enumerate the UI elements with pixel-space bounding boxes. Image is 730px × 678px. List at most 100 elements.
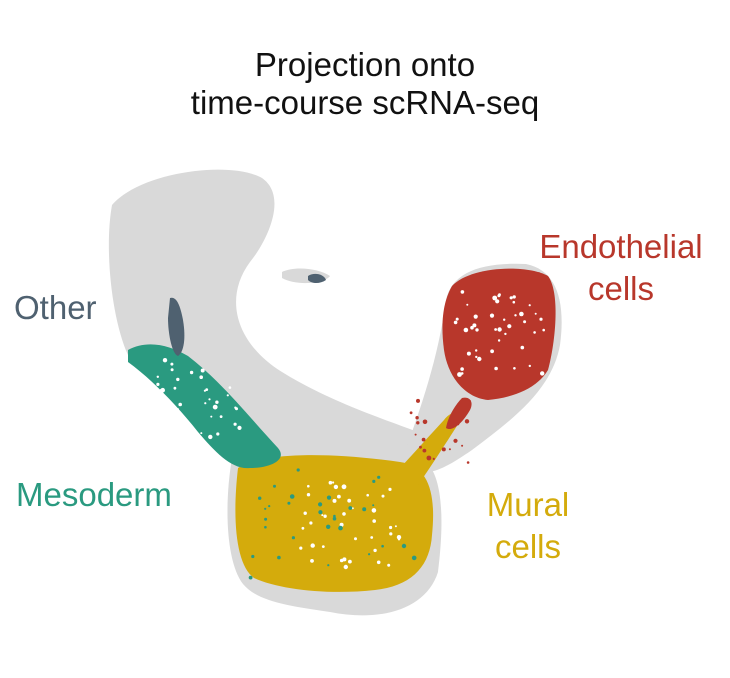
label-other: Other (14, 289, 97, 326)
mural-gap-speckle (394, 525, 397, 528)
mesoderm-gap-speckle (205, 388, 209, 391)
other-cells-streak (168, 297, 185, 356)
endothelial-gap-speckle (534, 312, 537, 315)
endothelial-mixed-speckle (426, 455, 432, 461)
mural-gap-speckle (397, 538, 401, 541)
mesoderm-gap-speckle (228, 386, 232, 389)
mural-gap-speckle (348, 559, 352, 564)
background-left-arm (108, 169, 423, 470)
mural-gap-speckle (373, 548, 377, 553)
endothelial-mixed-speckle (464, 419, 470, 424)
mural-gap-speckle (347, 498, 352, 503)
mural-gap-speckle (389, 532, 393, 536)
mural-gap-speckle (307, 484, 310, 488)
mesoderm-mixed-speckle (368, 553, 371, 556)
endothelial-mixed-speckle (453, 438, 458, 443)
endothelial-gap-speckle (514, 314, 517, 317)
endothelial-gap-speckle (460, 372, 464, 375)
mesoderm-gap-speckle (178, 402, 182, 407)
mesoderm-gap-speckle (216, 432, 220, 436)
endothelial-mixed-speckle (419, 445, 422, 449)
endothelial-mixed-speckle (409, 411, 413, 415)
endothelial-gap-speckle (519, 311, 524, 317)
mural-gap-speckle (371, 508, 377, 513)
mesoderm-gap-speckle (237, 425, 242, 430)
endothelial-gap-speckle (494, 366, 498, 371)
mural-gap-speckle (370, 536, 374, 539)
mural-gap-speckle (366, 493, 370, 497)
endothelial-mixed-speckle (421, 437, 426, 442)
endothelial-mixed-speckle (441, 447, 446, 452)
mesoderm-mixed-speckle (277, 555, 281, 560)
endothelial-gap-speckle (475, 328, 479, 332)
mesoderm-mixed-speckle (264, 525, 267, 529)
label-mural-line-2: cells (494, 528, 562, 565)
mural-gap-speckle (301, 526, 305, 530)
mural-gap-speckle (321, 545, 325, 548)
mesoderm-gap-speckle (170, 362, 174, 366)
mesoderm-gap-speckle (162, 431, 167, 436)
endothelial-gap-speckle (540, 371, 545, 376)
mesoderm-mixed-speckle (318, 502, 323, 507)
endothelial-gap-speckle (466, 351, 471, 356)
mural-gap-speckle (310, 543, 315, 548)
label-mesoderm: Mesoderm (16, 476, 172, 513)
endothelial-gap-speckle (533, 331, 536, 334)
endothelial-gap-speckle (495, 299, 500, 304)
mesoderm-gap-speckle (176, 377, 180, 382)
mesoderm-gap-speckle (204, 402, 207, 405)
endothelial-gap-speckle (463, 327, 469, 333)
mural-gap-speckle (351, 507, 354, 510)
mesoderm-mixed-speckle (327, 564, 330, 567)
mural-gap-speckle (310, 559, 314, 563)
mesoderm-gap-speckle (162, 358, 168, 363)
mesoderm-mixed-speckle (362, 507, 367, 512)
mesoderm-gap-speckle (173, 386, 177, 390)
mesoderm-mixed-speckle (377, 475, 381, 479)
mesoderm-mixed-speckle (251, 554, 255, 559)
mesoderm-gap-speckle (160, 387, 165, 393)
mesoderm-gap-speckle (148, 397, 152, 401)
mesoderm-gap-speckle (233, 422, 237, 426)
mesoderm-gap-speckle (215, 400, 219, 404)
endothelial-gap-speckle (470, 325, 474, 330)
endothelial-mixed-speckle (465, 398, 469, 402)
chart-title-line-1: Projection onto (254, 46, 476, 83)
endothelial-gap-speckle (475, 355, 478, 359)
mesoderm-gap-speckle (200, 368, 205, 373)
mural-gap-speckle (332, 481, 335, 484)
mural-gap-speckle (339, 558, 344, 563)
endothelial-gap-speckle (528, 364, 531, 368)
endothelial-gap-speckle (477, 356, 482, 362)
endothelial-mixed-speckle (422, 419, 428, 425)
mesoderm-gap-speckle (176, 408, 179, 411)
endothelial-mixed-speckle (461, 444, 464, 447)
endothelial-gap-speckle (520, 345, 525, 350)
mesoderm-mixed-speckle (258, 496, 262, 500)
mesoderm-mixed-speckle (332, 516, 337, 521)
endothelial-gap-speckle (472, 323, 477, 328)
mural-gap-speckle (372, 519, 377, 523)
endothelial-mixed-speckle (448, 448, 451, 451)
endothelial-gap-speckle (460, 290, 465, 294)
mesoderm-mixed-speckle (372, 479, 376, 483)
mural-gap-speckle (323, 514, 327, 518)
mesoderm-cluster (128, 344, 281, 469)
mesoderm-gap-speckle (208, 434, 213, 440)
mesoderm-gap-speckle (234, 406, 237, 409)
mural-cells-arm (400, 412, 462, 488)
endothelial-cells-tail (446, 397, 472, 430)
endothelial-mixed-speckle (422, 448, 427, 453)
mesoderm-mixed-speckle (401, 543, 407, 549)
mesoderm-mixed-speckle (381, 544, 384, 548)
mural-gap-speckle (389, 525, 393, 530)
endothelial-gap-speckle (492, 295, 498, 301)
endothelial-gap-speckle (512, 295, 516, 299)
mesoderm-gap-speckle (219, 415, 223, 418)
mesoderm-mixed-speckle (333, 514, 336, 518)
endothelial-gap-speckle (507, 324, 512, 329)
mural-gap-speckle (321, 514, 324, 517)
endothelial-gap-speckle (453, 320, 458, 325)
label-endothelial-line-1: Endothelial (539, 228, 703, 265)
